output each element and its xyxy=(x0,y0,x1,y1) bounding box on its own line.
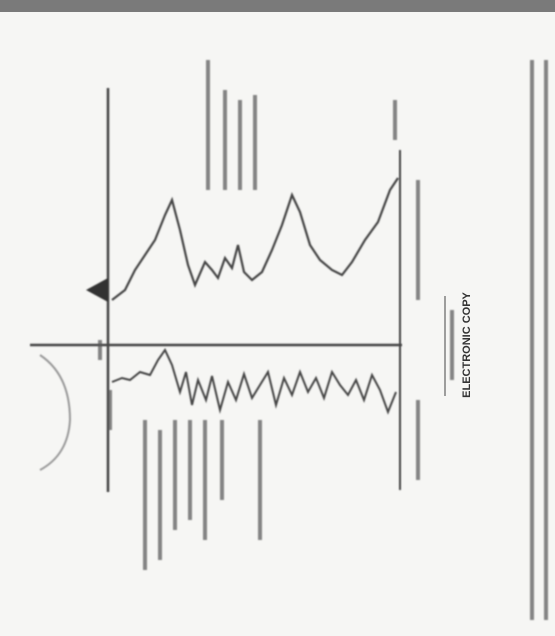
illegible-annotations xyxy=(98,60,548,620)
stamp-text: ELECTRONIC COPY xyxy=(461,291,473,397)
scan-edge xyxy=(0,0,555,12)
arrow-marker xyxy=(86,278,108,302)
lower-trace xyxy=(111,348,397,415)
figure xyxy=(30,60,548,620)
circle-fragment xyxy=(39,354,72,471)
upper-trace xyxy=(111,177,399,301)
